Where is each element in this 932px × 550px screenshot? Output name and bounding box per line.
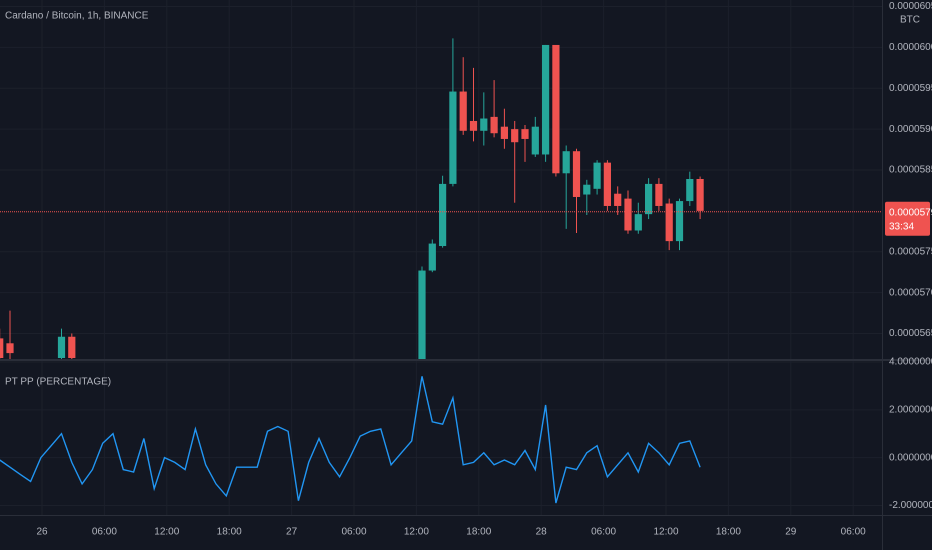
x-tick-label: 27 [286,527,298,538]
candle-body [614,193,622,206]
candle-body [542,44,550,155]
candle-body [696,179,704,211]
indicator-pane [0,376,701,504]
countdown-label: 33:34 [889,221,914,232]
candle-body [655,183,663,206]
x-tick-label: 18:00 [466,527,491,538]
y-tick-label: 0.00005950 [889,83,932,94]
candle-body [449,91,457,184]
candle-body [511,129,519,143]
candle-body [469,120,478,131]
chart-title: Cardano / Bitcoin, 1h, BINANCE [5,11,149,22]
x-tick-label: 26 [36,527,48,538]
x-tick-label: 06:00 [841,527,866,538]
candle-body [572,151,581,197]
candle-body [418,270,426,359]
x-tick-label: 06:00 [92,527,117,538]
candle-body [645,183,653,215]
y-tick-label: 0.00005700 [889,287,932,298]
y-tick-label: 0.00005850 [889,165,932,176]
y-tick-label: 0.00006050 [889,1,932,12]
candle-body [675,201,684,242]
candle-body [500,126,508,139]
candle-body [490,116,498,134]
x-tick-label: 28 [536,527,548,538]
candle-body [57,336,66,358]
y-tick-label: 0.00005900 [889,124,932,135]
x-tick-label: 12:00 [653,527,678,538]
x-tick-label: 06:00 [341,527,366,538]
candle-body [583,184,591,195]
candle-body [686,179,694,202]
candle-body [521,129,529,139]
x-tick-label: 12:00 [404,527,429,538]
x-tick-label: 18:00 [716,527,741,538]
y-tick-label: 4.00000000 [889,357,932,368]
candle-body [480,118,488,131]
candle-body [634,214,642,231]
price-pane [0,38,882,359]
candle-body [552,44,560,174]
y-tick-label: 0.00005650 [889,328,932,339]
candle-body [6,343,14,354]
y-tick-label: -2.00000000 [889,500,932,511]
candle-body [562,151,570,174]
candle-body [0,338,4,358]
x-tick-label: 18:00 [217,527,242,538]
candle-body [439,183,447,247]
y-tick-label: 0.00000000 [889,452,932,463]
x-tick-label: 12:00 [154,527,179,538]
axes: 26 06:00 12:00 18:00 27 06:00 12:00 18:00 28 06:0… [36,1,932,537]
indicator-line [0,376,701,504]
candle-body [428,243,436,271]
candle-body [593,162,601,189]
last-price-badge [885,201,930,236]
y-tick-label: 0.00005750 [889,246,932,257]
y-tick-label: 2.00000000 [889,404,932,415]
candle-body [624,198,632,231]
y-tick-label: 0.00006000 [889,42,932,53]
candle-body [665,203,673,242]
grid [0,0,882,515]
candle-body [603,162,611,206]
last-price-label: 0.00005799 [889,207,932,218]
candle-body [68,336,76,358]
candle-body [459,91,467,131]
indicator-title: PT PP (PERCENTAGE) [5,377,111,388]
x-tick-label: 29 [785,527,797,538]
quote-label: BTC [900,15,920,26]
x-tick-label: 06:00 [591,527,616,538]
candle-body [531,126,539,155]
